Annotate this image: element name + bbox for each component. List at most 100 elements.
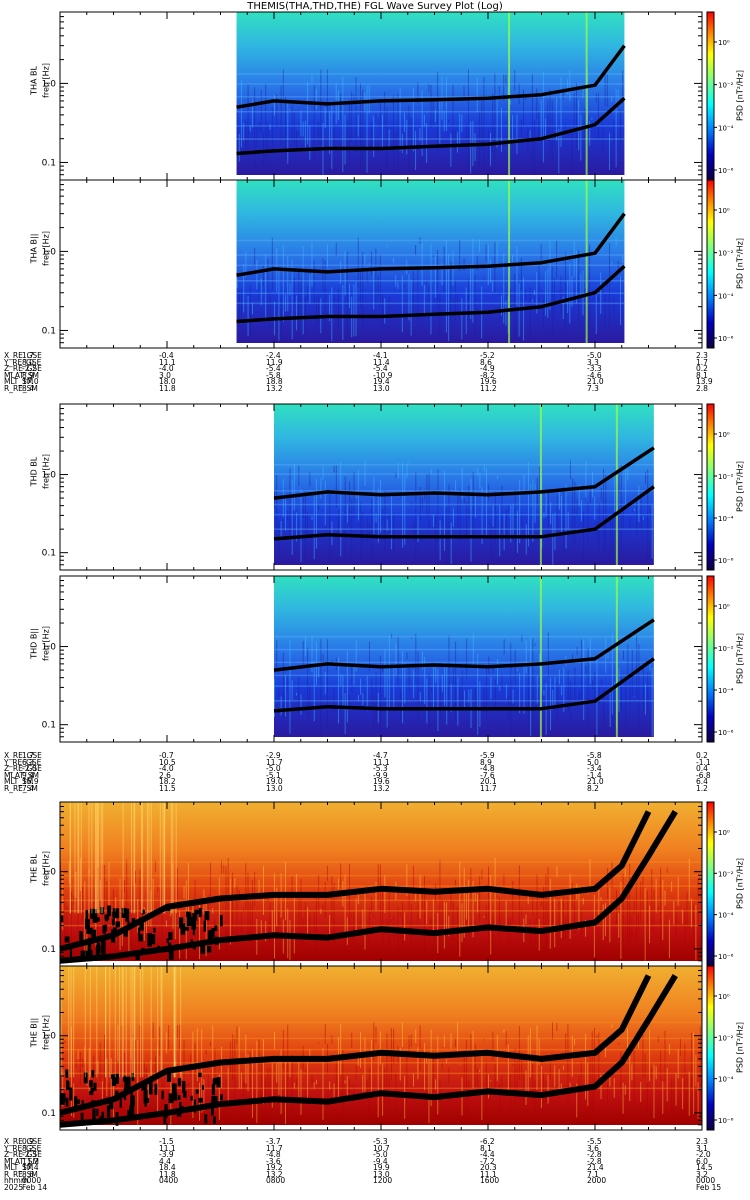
ephemeris-value: -4.0 xyxy=(159,764,174,773)
ephemeris-value: -1.1 xyxy=(696,757,711,767)
ephemeris-value: 0400 xyxy=(159,1176,179,1185)
ephemeris-value: -1.4 xyxy=(587,770,602,780)
ephemeris-value: 1.7 xyxy=(22,751,34,760)
ephemeris-label: MLT_SM xyxy=(4,777,34,786)
ephemeris-value: -6.8 xyxy=(696,770,711,780)
ephemeris-value: -5.3 xyxy=(373,1137,388,1146)
ephemeris-value: 13.2 xyxy=(266,1169,283,1179)
ephemeris-label: 2025 xyxy=(4,1182,24,1192)
ephemeris-value: 4.4 xyxy=(159,1156,171,1166)
y-tick-label: 1.0 xyxy=(42,643,57,653)
ephemeris-value: 11.8 xyxy=(159,1169,176,1179)
ephemeris-label: hhmm xyxy=(4,1176,29,1185)
ephemeris-value: -3.3 xyxy=(587,364,602,373)
ephemeris-value: 11.1 xyxy=(159,1143,176,1153)
ephemeris-value: 18.0 xyxy=(159,377,176,386)
colorbar-tick-label: 10⁻² xyxy=(718,870,734,878)
ephemeris-label: Y_RE_GSE xyxy=(4,1143,42,1153)
colorbar-tick-label: 10⁰ xyxy=(718,39,730,47)
freq-line-1 xyxy=(236,96,626,156)
colorbar-tick-label: 10⁻⁴ xyxy=(718,515,734,523)
ephemeris-value: -5.4 xyxy=(266,364,281,373)
colorbar-tick-label: 10⁻⁴ xyxy=(718,1076,734,1084)
ephemeris-value: -5.0 xyxy=(266,764,281,773)
colorbar-tick-label: 10⁰ xyxy=(718,603,730,611)
ephemeris-value: 0.2 xyxy=(696,751,708,760)
y-axis-label: freq [Hz] xyxy=(41,63,51,98)
ephemeris-value: 13.0 xyxy=(373,383,390,393)
ephemeris-value: -2.0 xyxy=(22,764,37,773)
ephemeris-value: -2.0 xyxy=(696,1150,711,1159)
freq-line-0 xyxy=(59,974,652,1116)
y-tick-label: 0.1 xyxy=(42,549,56,559)
ephemeris-value: 2.3 xyxy=(696,351,708,360)
freq-line-1 xyxy=(236,264,626,324)
ephemeris-value: -7.6 xyxy=(480,770,495,780)
panel-label: THD B|| xyxy=(29,628,39,659)
colorbar-tick-label: 10⁻⁶ xyxy=(718,167,734,175)
colorbar-tick-label: 10⁻⁴ xyxy=(718,687,734,695)
ephemeris-value: -5.4 xyxy=(373,364,388,373)
ephemeris-label: R_RE_SM xyxy=(4,1169,38,1179)
ephemeris-value: 1.2 xyxy=(696,783,708,793)
ephemeris-value: -5.0 xyxy=(373,1150,388,1159)
spectrogram xyxy=(60,966,702,1125)
colorbar-tick-label: 10⁰ xyxy=(718,829,730,837)
panel-label: THA BL xyxy=(29,66,39,95)
ephemeris-value: 6.4 xyxy=(696,777,708,786)
freq-line-0 xyxy=(236,44,626,109)
ephemeris-value: 0.9 xyxy=(22,1137,34,1146)
ephemeris-value: -5.3 xyxy=(373,764,388,773)
ephemeris-value: -3.9 xyxy=(159,1150,174,1159)
ephemeris-value: 11.1 xyxy=(159,357,176,367)
ephemeris-value: 6.3 xyxy=(22,757,34,767)
ephemeris-value: -3.7 xyxy=(266,1137,281,1146)
ephemeris-value: 1600 xyxy=(480,1176,500,1185)
ephemeris-value: 0.2 xyxy=(696,364,708,373)
ephemeris-value: -4.0 xyxy=(159,364,174,373)
ephemeris-value: -4.7 xyxy=(373,751,388,760)
ephemeris-value: 16.9 xyxy=(22,777,39,786)
colorbar-tick-label: 10⁻² xyxy=(718,473,734,481)
ephemeris-label: Y_RE_GSE xyxy=(4,357,42,367)
colorbar-tick-label: 10⁻⁴ xyxy=(718,292,734,300)
ephemeris-value: 3.2 xyxy=(696,1169,708,1179)
colorbar xyxy=(706,801,715,967)
ephemeris-value: 13.2 xyxy=(266,383,283,393)
freq-line-1 xyxy=(273,657,655,713)
y-tick-label: 0.1 xyxy=(42,1109,56,1119)
freq-line-0 xyxy=(273,618,655,672)
colorbar-label: PSD [nT²/Hz] xyxy=(735,633,745,684)
panel-5: 0.1 1.0 10⁰ 10⁻² 10⁻⁴ 10⁻⁶ xyxy=(42,965,734,1131)
ephemeris-label: MLAT_SM xyxy=(4,370,39,380)
panel-2: 0.1 1.0 10⁰ 10⁻² 10⁻⁴ 10⁻⁶ xyxy=(42,403,734,571)
ephemeris-value: -1.5 xyxy=(159,1137,174,1146)
ephemeris-label: Z_RE_GSE xyxy=(4,364,42,373)
freq-line-1 xyxy=(273,485,655,541)
freq-line-0 xyxy=(236,212,626,277)
ephemeris-value: 19.4 xyxy=(373,377,390,386)
ephemeris-label: MLT_SM xyxy=(4,377,34,386)
ephemeris-value: 0800 xyxy=(266,1176,286,1185)
ephemeris-label: Z_RE_GSE xyxy=(4,1150,42,1159)
colorbar xyxy=(706,11,715,181)
ephemeris-value: -2.3 xyxy=(22,1150,37,1159)
ephemeris-value: 14.5 xyxy=(696,1163,713,1172)
ephemeris-value: 11.1 xyxy=(373,757,390,767)
ephemeris-value: Feb 15 xyxy=(696,1182,722,1192)
ephemeris-value: -9.4 xyxy=(373,1156,388,1166)
y-tick-label: 1.0 xyxy=(42,471,57,481)
ephemeris-value: 11.8 xyxy=(159,383,176,393)
ephemeris-value: 21.0 xyxy=(587,377,604,386)
y-tick-label: 0.1 xyxy=(42,945,56,955)
ephemeris-value: -10.9 xyxy=(373,370,393,380)
y-axis-label: freq [Hz] xyxy=(41,1015,51,1050)
ephemeris-value: -4.1 xyxy=(373,351,388,360)
ephemeris-value: 1.7 xyxy=(22,351,34,360)
freq-line-0 xyxy=(59,810,652,952)
colorbar-tick-label: 10⁰ xyxy=(718,431,730,439)
y-axis-label: freq [Hz] xyxy=(41,851,51,886)
colorbar xyxy=(706,403,715,571)
ephemeris-value: 20.1 xyxy=(480,777,497,786)
